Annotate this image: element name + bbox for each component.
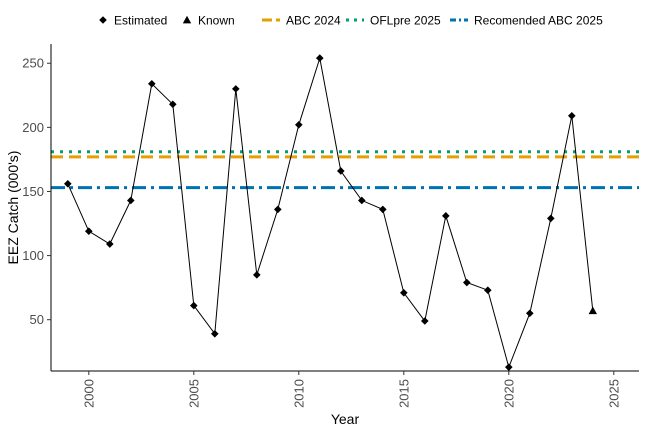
- estimated-point-2009: [274, 205, 282, 214]
- estimated-point-2017: [442, 212, 450, 220]
- legend-label-2: ABC 2024: [286, 14, 341, 28]
- x-tick-label-2000: 2000: [81, 379, 96, 408]
- estimated-point-2016: [421, 317, 429, 325]
- estimated-point-2019: [484, 286, 492, 295]
- estimated-point-2001: [106, 240, 114, 248]
- estimated-point-2023: [568, 112, 576, 120]
- estimated-point-2004: [169, 100, 177, 109]
- catch-series-line: [67, 57, 594, 369]
- y-tick-label-250: 250: [22, 56, 44, 71]
- estimated-point-2007: [232, 85, 240, 93]
- estimated-point-2014: [379, 205, 387, 214]
- legend-item-2: ABC 2024: [262, 14, 341, 28]
- legend-label-1: Known: [198, 14, 235, 28]
- legend-key-0: [99, 16, 107, 24]
- estimated-point-2006: [211, 330, 219, 338]
- estimated-point-2022: [547, 214, 555, 223]
- estimated-point-2015: [400, 288, 408, 297]
- legend-item-3: OFLpre 2025: [346, 14, 441, 28]
- y-tick-label-100: 100: [22, 248, 44, 263]
- legend-label-3: OFLpre 2025: [370, 14, 441, 28]
- legend: Estimated Known ABC 2024 OFLpre 2025 Recomen…: [99, 14, 603, 28]
- estimated-point-2010: [295, 120, 303, 129]
- estimated-point-2002: [127, 196, 135, 205]
- estimated-point-2021: [526, 309, 534, 318]
- y-tick-label-50: 50: [30, 312, 44, 327]
- plot-area: [51, 54, 639, 371]
- x-tick-label-2020: 2020: [501, 379, 516, 408]
- estimated-point-2008: [253, 271, 261, 279]
- legend-item-1: Known: [182, 14, 235, 28]
- estimated-point-2003: [148, 79, 156, 88]
- estimated-point-2005: [190, 301, 198, 310]
- legend-item-4: Recomended ABC 2025: [450, 14, 603, 28]
- estimated-point-2011: [316, 54, 324, 62]
- x-tick-label-2010: 2010: [291, 379, 306, 408]
- axes: 50 100 150 200 250 2000 2005 2010 2015 2020 2025: [22, 44, 639, 408]
- estimated-point-2000: [85, 227, 93, 236]
- x-tick-label-2005: 2005: [186, 379, 201, 408]
- x-tick-label-2025: 2025: [606, 379, 621, 408]
- estimated-point-2012: [337, 167, 345, 175]
- estimated-point-2020: [505, 363, 513, 371]
- y-tick-label-150: 150: [22, 184, 44, 199]
- y-tick-label-200: 200: [22, 120, 44, 135]
- x-axis-title: Year: [331, 411, 360, 427]
- estimated-point-2018: [463, 278, 471, 287]
- estimated-point-2013: [358, 196, 366, 205]
- legend-item-0: Estimated: [99, 14, 167, 28]
- estimated-point-1999: [64, 179, 72, 188]
- y-axis-title: EEZ Catch (000's): [5, 151, 21, 265]
- legend-label-4: Recomended ABC 2025: [474, 14, 603, 28]
- legend-key-1: [182, 15, 192, 24]
- x-tick-label-2015: 2015: [396, 379, 411, 408]
- legend-label-0: Estimated: [114, 14, 167, 28]
- known-point-2024: [588, 306, 597, 315]
